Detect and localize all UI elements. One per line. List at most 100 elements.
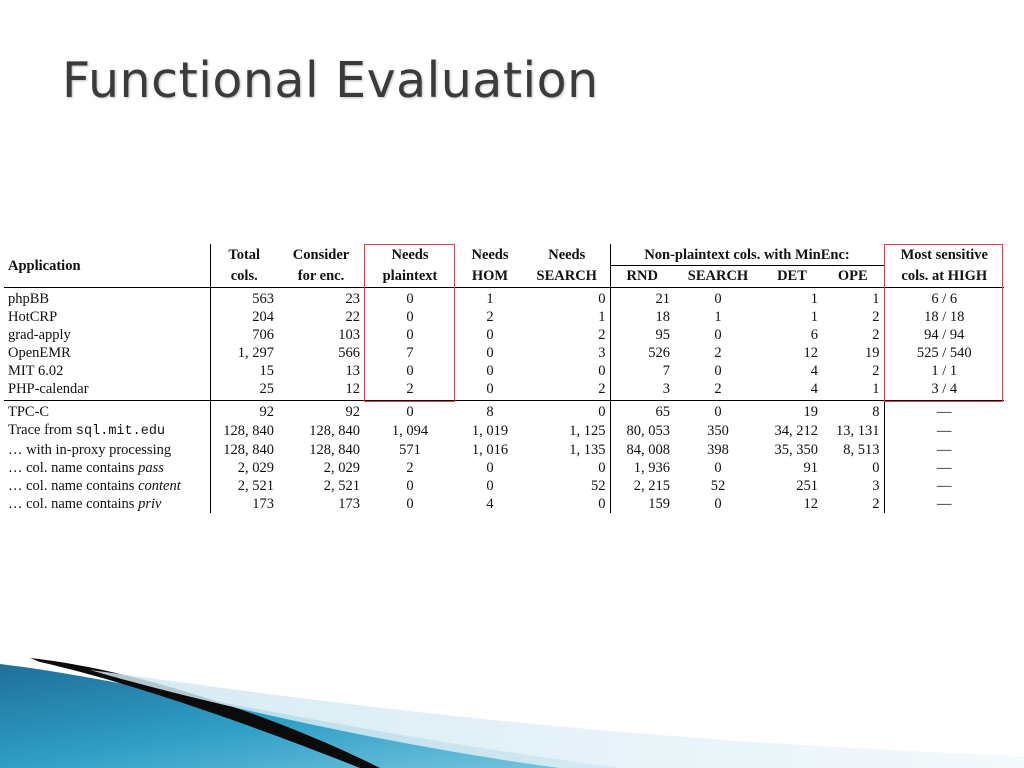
cell-total-cols: 2, 521 (209, 477, 278, 495)
cell-total-cols: 563 (209, 287, 278, 308)
table-row: … with in-proxy processing 128, 840 128, 8… (4, 441, 1005, 459)
cell-ope: 1 (822, 380, 885, 401)
table-row: PHP-calendar 25 12 2 0 2 3 2 4 1 3 / 4 (4, 380, 1005, 401)
cell-needs-plaintext: 1, 094 (391, 423, 429, 439)
cell-total-cols: 92 (209, 400, 278, 421)
col-header-most-sensitive: Most sensitive (883, 244, 1005, 266)
cell-det: 35, 350 (774, 442, 819, 458)
cell-ope: 8 (872, 404, 880, 420)
cell-rnd: 18 (609, 308, 674, 326)
cell-det: 4 (762, 380, 822, 401)
cell-application: HotCRP (8, 309, 58, 325)
cell-rnd: 84, 008 (609, 441, 674, 459)
col-header-minenc-group: Non-plaintext cols. with MinEnc: (609, 244, 885, 266)
decorative-swoosh (0, 658, 1024, 768)
application-prefix: … col. name contains (8, 460, 139, 476)
col-header-consider: Consider (292, 247, 350, 264)
col-header-needs-hom: Needs (471, 247, 509, 264)
cell-application: grad-apply (8, 327, 71, 343)
cell-application: MIT 6.02 (8, 363, 64, 379)
cell-needs-plaintext: 0 (406, 478, 414, 494)
table-row: OpenEMR 1, 297 566 7 0 3 526 2 12 19 525 / 540 (4, 344, 1005, 362)
cell-needs-plaintext: 7 (406, 345, 414, 361)
cell-needs-hom: 2 (486, 309, 494, 325)
cell-application: OpenEMR (8, 345, 71, 361)
cell-needs-search: 0 (598, 460, 606, 476)
cell-rnd: 65 (609, 400, 674, 421)
cell-ope: 2 (872, 327, 880, 343)
cell-det: 34, 212 (774, 423, 819, 439)
cell-application: PHP-calendar (4, 380, 210, 401)
cell-needs-plaintext: 0 (406, 496, 414, 512)
cell-needs-hom: 1, 016 (471, 442, 509, 458)
cell-needs-search: 0 (598, 496, 606, 512)
cell-most-sensitive: — (883, 495, 1005, 513)
cell-total-cols: 1, 297 (209, 344, 278, 362)
application-prefix: Trace from (8, 422, 76, 438)
cell-most-sensitive: 525 / 540 (883, 344, 1005, 362)
cell-rnd: 95 (609, 326, 674, 344)
cell-minenc-search: 1 (714, 309, 722, 325)
cell-rnd: 7 (609, 362, 674, 380)
cell-most-sensitive: 1 / 1 (883, 362, 1005, 380)
cell-needs-hom: 0 (456, 380, 524, 401)
cell-most-sensitive: 6 / 6 (883, 287, 1005, 308)
cell-rnd: 526 (609, 344, 674, 362)
cell-minenc-search: 0 (714, 327, 722, 343)
application-keyword: content (138, 478, 181, 494)
cell-total-cols: 25 (209, 380, 278, 401)
cell-most-sensitive: — (883, 421, 1005, 441)
evaluation-table-wrap: Application Total Consider Needs Needs N… (4, 244, 1005, 513)
cell-total-cols: 173 (209, 495, 278, 513)
cell-det: 1 (810, 309, 818, 325)
table-group-traces: TPC-C 92 92 0 8 0 65 0 19 8— Trace from sql.mit.ed… (4, 400, 1005, 513)
cell-needs-hom: 8 (486, 404, 494, 420)
cell-ope: 19 (865, 345, 880, 361)
cell-ope: 2 (872, 309, 880, 325)
cell-application: … col. name contains pass (4, 459, 210, 477)
cell-needs-plaintext: 2 (364, 380, 456, 401)
application-prefix: … col. name contains (8, 496, 139, 512)
cell-most-sensitive: 3 / 4 (883, 380, 1005, 401)
cell-consider-for-enc: 566 (338, 345, 360, 361)
cell-application: … col. name contains priv (4, 495, 210, 513)
cell-rnd: 2, 215 (609, 477, 674, 495)
cell-ope: 13, 131 (836, 423, 880, 439)
cell-consider-for-enc: 2, 029 (323, 460, 360, 476)
cell-rnd: 159 (609, 495, 674, 513)
cell-det: 19 (803, 404, 819, 420)
cell-most-sensitive: — (883, 459, 1005, 477)
cell-consider-for-enc: 13 (345, 363, 361, 379)
cell-det: 91 (803, 460, 819, 476)
slide-title: Functional Evaluation (62, 52, 599, 109)
cell-needs-plaintext: 0 (406, 404, 414, 420)
cell-det: 6 (810, 327, 818, 343)
cell-minenc-search: 0 (714, 291, 722, 307)
col-header-needs-plaintext: Needs (391, 247, 429, 264)
cell-ope: 1 (872, 291, 880, 307)
col-header-total: Total (209, 244, 278, 266)
col-subheader-consider: for enc. (278, 265, 364, 288)
cell-most-sensitive: 18 / 18 (883, 308, 1005, 326)
cell-total-cols: 204 (209, 308, 278, 326)
application-keyword: pass (138, 460, 164, 476)
cell-minenc-search: 0 (714, 496, 722, 512)
cell-needs-plaintext: 0 (406, 291, 414, 307)
cell-total-cols: 128, 840 (209, 441, 278, 459)
cell-consider-for-enc: 128, 840 (309, 442, 360, 458)
cell-ope: 2 (872, 363, 880, 379)
cell-needs-search: 2 (524, 380, 610, 401)
cell-consider-for-enc: 22 (345, 309, 361, 325)
cell-needs-hom: 0 (486, 327, 494, 343)
table-row: … col. name contains priv 173 173 0 4 0 159 0 12… (4, 495, 1005, 513)
col-subheader-total: cols. (209, 265, 278, 288)
cell-det: 251 (796, 478, 818, 494)
cell-minenc-search: 398 (707, 442, 729, 458)
cell-consider-for-enc: 92 (345, 404, 361, 420)
cell-needs-plaintext: 0 (406, 363, 414, 379)
cell-total-cols: 128, 840 (209, 421, 278, 441)
cell-minenc-search: 0 (714, 404, 722, 420)
cell-ope: 8, 513 (843, 442, 880, 458)
cell-rnd: 80, 053 (609, 421, 674, 441)
cell-needs-search: 3 (598, 345, 606, 361)
